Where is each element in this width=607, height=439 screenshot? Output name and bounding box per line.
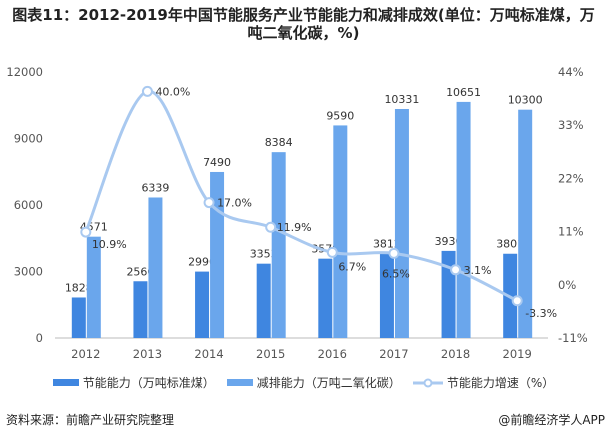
growth-rate-label: 6.5% — [382, 267, 410, 280]
bar-label-emission-reduction: 8384 — [265, 136, 293, 149]
y-right-tick-label: 11% — [558, 225, 584, 239]
legend-swatch — [52, 379, 79, 386]
bar-label-emission-reduction: 6339 — [141, 181, 169, 194]
legend-item-energy-saving: 节能能力（万吨标准煤） — [52, 374, 215, 391]
x-tick-label: 2013 — [133, 347, 162, 361]
bar-emission-reduction — [456, 101, 471, 338]
bar-emission-reduction — [394, 108, 409, 338]
growth-rate-point — [141, 85, 153, 97]
y-right-tick-label: -11% — [558, 331, 588, 345]
bar-label-energy-saving: 2560 — [126, 265, 154, 278]
y-left-tick-label: 9000 — [14, 132, 43, 146]
y-right-tick-label: 44% — [558, 65, 584, 79]
bar-label-energy-saving: 1828 — [65, 281, 93, 294]
y-right-tick-label: 33% — [558, 118, 584, 132]
footer: 资料来源：前瞻产业研究院整理 @前瞻经济学人APP — [6, 411, 605, 428]
y-left-tick-label: 3000 — [14, 265, 43, 279]
growth-rate-label: -3.3% — [525, 307, 557, 320]
bar-label-emission-reduction: 10331 — [384, 93, 419, 106]
x-tick-label: 2017 — [379, 347, 408, 361]
bar-emission-reduction — [271, 152, 286, 338]
bar-label-emission-reduction: 7490 — [203, 156, 231, 169]
growth-rate-label: 10.9% — [92, 238, 127, 251]
legend-item-emission-reduction: 减排能力（万吨二氧化碳） — [226, 374, 401, 391]
chart-plot: 0 3000 6000 9000 12000 -11% 0% 11% 22% 33% 44% 2012… — [6, 65, 588, 361]
bar-label-energy-saving: 2996 — [188, 256, 216, 269]
y-right-tick-label: 22% — [558, 171, 584, 185]
legend-line-marker-icon — [412, 378, 443, 387]
x-tick-label: 2018 — [441, 347, 470, 361]
bar-energy-saving — [256, 263, 271, 338]
growth-rate-label: 6.7% — [338, 260, 366, 273]
x-tick-label: 2019 — [503, 347, 532, 361]
bar-energy-saving — [195, 271, 210, 338]
growth-rate-point — [203, 197, 215, 209]
legend-swatch — [226, 379, 253, 386]
y-left-tick-label: 12000 — [6, 65, 43, 79]
growth-rate-label: 40.0% — [155, 85, 190, 98]
bar-label-energy-saving: 3930 — [435, 235, 463, 248]
bar-energy-saving — [379, 253, 394, 338]
legend: 节能能力（万吨标准煤） 减排能力（万吨二氧化碳） 节能能力增速（%） — [0, 374, 607, 391]
chart-title: 图表11：2012-2019年中国节能服务产业节能能力和减排成效(单位：万吨标准… — [12, 6, 595, 42]
y-left-tick-label: 6000 — [14, 198, 43, 212]
bar-emission-reduction — [148, 197, 163, 338]
source-note: 资料来源：前瞻产业研究院整理 — [6, 413, 175, 427]
growth-rate-point — [511, 295, 523, 307]
bar-label-energy-saving: 3812 — [373, 238, 401, 251]
growth-rate-point — [388, 247, 400, 259]
growth-rate-point — [450, 264, 462, 276]
bar-label-emission-reduction: 9590 — [326, 109, 354, 122]
bar-label-energy-saving: 3801 — [496, 238, 524, 251]
growth-rate-point — [80, 226, 92, 238]
x-tick-label: 2014 — [194, 347, 223, 361]
y-left-tick-label: 0 — [36, 331, 43, 345]
x-tick-label: 2012 — [71, 347, 100, 361]
legend-item-growth-rate: 节能能力增速（%） — [412, 374, 554, 391]
bar-label-emission-reduction: 10651 — [446, 86, 481, 99]
bar-label-energy-saving: 3353 — [250, 248, 278, 261]
bar-label-emission-reduction: 10300 — [508, 94, 543, 107]
growth-rate-label: 3.1% — [464, 264, 492, 277]
y-right-tick-label: 0% — [558, 278, 576, 292]
growth-rate-label: 17.0% — [217, 197, 252, 210]
bar-energy-saving — [133, 281, 148, 338]
bar-emission-reduction — [333, 125, 348, 339]
growth-rate-point — [326, 246, 338, 258]
growth-rate-label: 11.9% — [277, 221, 312, 234]
x-tick-label: 2016 — [318, 347, 347, 361]
bar-emission-reduction — [86, 236, 101, 338]
x-tick-label: 2015 — [256, 347, 285, 361]
growth-rate-point — [265, 221, 277, 233]
brand-note: @前瞻经济学人APP — [498, 413, 605, 427]
bar-energy-saving — [318, 258, 333, 338]
bar-energy-saving — [71, 297, 86, 338]
bar-emission-reduction — [518, 109, 533, 338]
